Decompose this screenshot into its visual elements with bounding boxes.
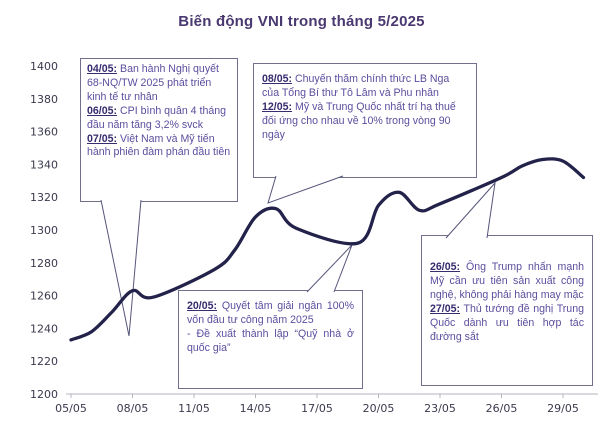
y-axis-tick-label: 1400 (30, 60, 58, 73)
x-axis-tick-label: 26/05 (486, 402, 518, 415)
annotation-box-events-08-12: 08/05: Chuyến thăm chính thức LB Nga của… (253, 63, 477, 178)
annotation-entry: 07/05: Việt Nam và Mỹ tiến hành phiên đà… (87, 133, 231, 161)
callout-pointer (267, 175, 344, 204)
annotation-box-events-20: 20/05: Quyết tâm giải ngân 100% vốn đầu … (178, 290, 363, 389)
x-axis-tick-label: 20/05 (363, 402, 395, 415)
annotation-entry: 20/05: Quyết tâm giải ngân 100% vốn đầu … (187, 300, 354, 328)
callout-pointer (100, 199, 142, 337)
annotation-box-events-04-07: 04/05: Ban hành Nghị quyết 68-NQ/TW 2025… (80, 58, 238, 202)
x-axis-tick-label: 14/05 (240, 402, 272, 415)
x-axis-tick-label: 08/05 (117, 402, 149, 415)
annotation-box-events-26-27: 26/05: Ông Trump nhấn mạnh Mỹ cần ưu tiê… (421, 235, 593, 386)
annotation-text: - Đề xuất thành lập “Quỹ nhà ở quốc gia” (187, 327, 354, 354)
annotation-date: 27/05: (430, 302, 461, 315)
annotation-date: 26/05: (430, 261, 461, 273)
y-axis-tick-label: 1380 (30, 93, 58, 106)
y-axis-tick-label: 1200 (30, 388, 58, 401)
y-axis-tick-label: 1340 (30, 158, 58, 171)
annotation-date: 08/05: (262, 73, 293, 85)
chart-title: Biến động VNI trong tháng 5/2025 (178, 13, 425, 30)
annotation-entry: 06/05: CPI bình quân 4 tháng đầu năm tăn… (87, 105, 231, 133)
annotation-date: 06/05: (87, 104, 118, 117)
annotation-date: 20/05: (187, 300, 218, 312)
y-axis-tick-label: 1280 (30, 257, 58, 270)
x-axis-tick-label: 23/05 (424, 402, 456, 415)
annotation-entry: 26/05: Ông Trump nhấn mạnh Mỹ cần ưu tiê… (430, 261, 584, 303)
annotation-entry: - Đề xuất thành lập “Quỹ nhà ở quốc gia” (187, 328, 354, 356)
annotation-date: 07/05: (87, 132, 118, 145)
y-axis-tick-label: 1260 (30, 290, 58, 303)
annotation-text: Việt Nam và Mỹ tiến hành phiên đàm phán … (87, 132, 231, 159)
x-axis-tick-label: 29/05 (547, 402, 579, 415)
callout-pointer (445, 181, 496, 239)
annotation-text: Chuyến thăm chính thức LB Nga của Tổng B… (262, 73, 450, 99)
annotation-entry: 27/05: Thủ tướng đề nghị Trung Quốc dành… (430, 303, 584, 345)
y-axis-tick-label: 1360 (30, 126, 58, 139)
annotation-text: CPI bình quân 4 tháng đầu năm tăng 3,2% … (87, 104, 227, 131)
annotation-date: 04/05: (87, 63, 118, 75)
x-axis-tick-label: 11/05 (178, 402, 210, 415)
y-axis-tick-label: 1300 (30, 224, 58, 237)
annotation-text: Ban hành Nghị quyết 68-NQ/TW 2025 phát t… (87, 63, 219, 103)
x-axis-tick-label: 05/05 (55, 402, 87, 415)
annotation-date: 12/05: (262, 100, 293, 113)
annotation-entry: 04/05: Ban hành Nghị quyết 68-NQ/TW 2025… (87, 63, 231, 105)
callout-pointer (306, 244, 353, 293)
y-axis-tick-label: 1220 (30, 355, 58, 368)
y-axis-tick-label: 1240 (30, 322, 58, 335)
y-axis-tick-label: 1320 (30, 191, 58, 204)
annotation-entry: 12/05: Mỹ và Trung Quốc nhất trí hạ thuế… (262, 101, 468, 143)
x-axis-tick-label: 17/05 (301, 402, 333, 415)
annotation-text: Mỹ và Trung Quốc nhất trí hạ thuế đối ứn… (262, 100, 456, 141)
annotation-entry: 08/05: Chuyến thăm chính thức LB Nga của… (262, 73, 468, 101)
